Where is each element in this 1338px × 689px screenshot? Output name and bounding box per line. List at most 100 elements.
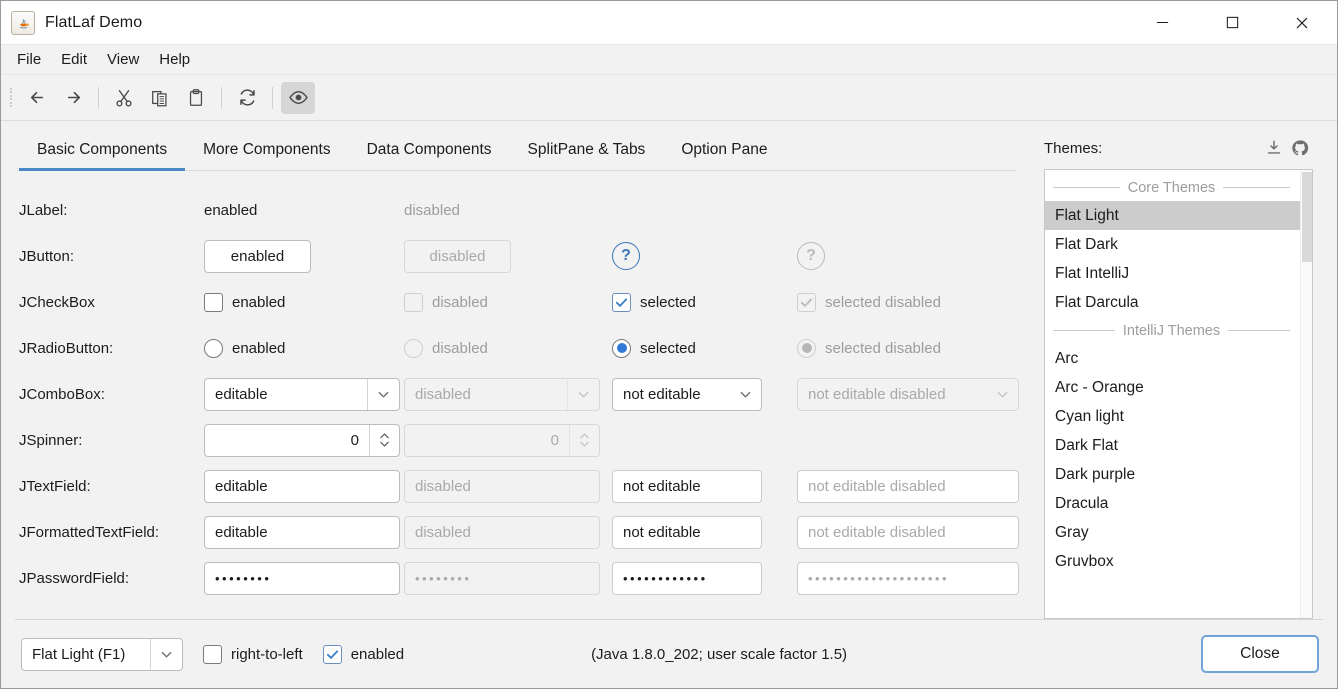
jlabel-disabled-text: disabled xyxy=(404,201,460,219)
jpasswordfield-row-label: JPasswordField: xyxy=(19,569,130,587)
chevron-down-icon xyxy=(986,379,1018,410)
right-to-left-label: right-to-left xyxy=(231,645,303,663)
maximize-button[interactable] xyxy=(1197,1,1267,45)
lookandfeel-combobox[interactable]: Flat Light (F1) xyxy=(21,637,183,671)
checkbox-checked-disabled-icon xyxy=(797,292,816,312)
passwordfield-disabled: •••••••• xyxy=(415,570,472,586)
jcheckbox-row-label: JCheckBox xyxy=(19,293,95,311)
tab-data-components[interactable]: Data Components xyxy=(366,141,492,158)
radio-selected-disabled-icon xyxy=(797,338,816,358)
checkbox-enabled-label: enabled xyxy=(232,293,286,311)
passwordfield-not-editable[interactable]: •••••••••••• xyxy=(623,570,708,586)
checkbox-selected[interactable]: selected xyxy=(612,292,696,312)
help-icon[interactable]: ? xyxy=(612,242,640,270)
radio-selected[interactable]: selected xyxy=(612,338,696,358)
minimize-button[interactable] xyxy=(1127,1,1197,45)
cut-icon[interactable] xyxy=(107,82,141,114)
formattedtextfield-not-editable[interactable]: not editable xyxy=(612,515,762,549)
checkbox-unchecked-icon xyxy=(203,644,222,664)
forward-icon[interactable] xyxy=(56,82,90,114)
status-text: (Java 1.8.0_202; user scale factor 1.5) xyxy=(591,645,848,663)
radio-selected-disabled-label: selected disabled xyxy=(825,339,941,357)
paste-icon[interactable] xyxy=(179,82,213,114)
toolbar-separator xyxy=(98,86,99,109)
radio-enabled[interactable]: enabled xyxy=(204,338,286,358)
themes-list[interactable]: Core Themes Flat Light Flat Dark Flat In… xyxy=(1045,170,1300,618)
radio-disabled-icon xyxy=(404,338,423,358)
textfield-not-editable[interactable]: not editable xyxy=(612,469,762,503)
formattedtextfield-disabled: disabled xyxy=(404,515,600,549)
theme-item-dark-purple[interactable]: Dark purple xyxy=(1055,465,1136,483)
theme-item-dracula[interactable]: Dracula xyxy=(1055,494,1109,512)
jlabel-row-label: JLabel: xyxy=(19,201,68,219)
enabled-checkbox[interactable]: enabled xyxy=(322,644,404,664)
themes-group-intellij-label: IntelliJ Themes xyxy=(1122,322,1221,339)
preview-eye-icon[interactable] xyxy=(281,81,315,114)
spinner-enabled[interactable]: 0 xyxy=(204,423,400,457)
theme-item-cyan-light[interactable]: Cyan light xyxy=(1055,407,1124,425)
textfield-disabled: disabled xyxy=(404,469,600,503)
menu-help[interactable]: Help xyxy=(159,51,191,68)
themes-group-core-label: Core Themes xyxy=(1127,179,1216,196)
theme-item-flat-darcula[interactable]: Flat Darcula xyxy=(1055,293,1139,311)
help-disabled-icon: ? xyxy=(797,242,825,270)
jspinner-row-label: JSpinner: xyxy=(19,431,83,449)
close-button[interactable]: Close xyxy=(1200,635,1319,673)
right-to-left-checkbox[interactable]: right-to-left xyxy=(203,644,303,664)
chevron-down-icon[interactable] xyxy=(150,638,182,670)
download-icon[interactable] xyxy=(1261,135,1287,161)
themes-group-intellij: IntelliJ Themes xyxy=(1045,317,1300,344)
combobox-disabled-value: disabled xyxy=(415,385,471,403)
refresh-icon[interactable] xyxy=(230,82,264,114)
theme-item-flat-light[interactable]: Flat Light xyxy=(1045,201,1300,230)
checkbox-selected-disabled-label: selected disabled xyxy=(825,293,941,311)
theme-item-gruvbox[interactable]: Gruvbox xyxy=(1055,552,1114,570)
combobox-disabled: disabled xyxy=(404,377,600,411)
jlabel-enabled-text: enabled xyxy=(204,201,258,219)
github-icon[interactable] xyxy=(1287,135,1313,161)
tab-more-components[interactable]: More Components xyxy=(203,141,331,158)
textfield-editable[interactable]: editable xyxy=(204,469,400,503)
themes-scrollbar[interactable] xyxy=(1300,170,1312,618)
tab-bar: Basic Components More Components Data Co… xyxy=(1,121,1034,171)
passwordfield-not-editable-disabled: •••••••••••••••••••• xyxy=(808,570,950,586)
theme-item-arc-orange[interactable]: Arc - Orange xyxy=(1055,378,1144,396)
basic-components-form: JLabel: enabled disabled JButton: enable… xyxy=(1,171,1034,601)
jbutton-enabled[interactable]: enabled xyxy=(204,239,311,273)
back-icon[interactable] xyxy=(20,82,54,114)
formattedtextfield-editable[interactable]: editable xyxy=(204,515,400,549)
themes-header: Themes: xyxy=(1044,133,1313,163)
copy-icon[interactable] xyxy=(143,82,177,114)
chevron-down-icon[interactable] xyxy=(367,378,399,410)
main-body: Basic Components More Components Data Co… xyxy=(1,121,1337,619)
close-window-button[interactable] xyxy=(1267,1,1337,45)
menu-file[interactable]: File xyxy=(17,51,42,68)
passwordfield-editable[interactable]: •••••••• xyxy=(215,570,272,586)
checkbox-selected-disabled: selected disabled xyxy=(797,292,941,312)
combobox-not-editable[interactable]: not editable xyxy=(612,377,762,411)
radio-selected-icon xyxy=(612,338,631,358)
tab-splitpane-and-tabs[interactable]: SplitPane & Tabs xyxy=(527,141,646,158)
checkbox-selected-label: selected xyxy=(640,293,696,311)
toolbar-drag-handle[interactable] xyxy=(7,86,15,110)
chevron-down-icon[interactable] xyxy=(729,379,761,410)
jtextfield-row-label: JTextField: xyxy=(19,477,91,495)
themes-pane: Themes: Core xyxy=(1034,121,1337,619)
spinner-enabled-value: 0 xyxy=(350,431,359,449)
theme-item-gray[interactable]: Gray xyxy=(1055,523,1089,541)
combobox-not-editable-disabled-value: not editable disabled xyxy=(808,385,946,403)
menu-edit[interactable]: Edit xyxy=(61,51,88,68)
spinner-stepper-icon[interactable] xyxy=(369,424,399,456)
combobox-not-editable-disabled: not editable disabled xyxy=(797,377,1019,411)
checkbox-enabled[interactable]: enabled xyxy=(204,292,286,312)
tab-option-pane[interactable]: Option Pane xyxy=(681,141,768,158)
theme-item-flat-dark[interactable]: Flat Dark xyxy=(1055,235,1118,253)
combobox-editable[interactable]: editable xyxy=(204,377,400,411)
theme-item-flat-intellij[interactable]: Flat IntelliJ xyxy=(1055,264,1130,282)
radio-enabled-label: enabled xyxy=(232,339,286,357)
tab-basic-components[interactable]: Basic Components xyxy=(19,141,186,171)
theme-item-dark-flat[interactable]: Dark Flat xyxy=(1055,436,1118,454)
menu-view[interactable]: View xyxy=(107,51,140,68)
theme-item-arc[interactable]: Arc xyxy=(1055,349,1079,367)
themes-scrollbar-thumb[interactable] xyxy=(1302,172,1312,262)
